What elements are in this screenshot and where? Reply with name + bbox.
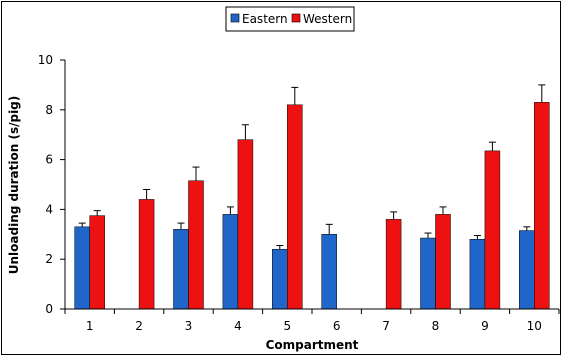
x-tick-label: 1 — [86, 319, 94, 333]
x-tick-label: 10 — [527, 319, 542, 333]
bar-western-2 — [138, 199, 155, 310]
bar-western-5 — [287, 104, 303, 310]
bar-western-9 — [484, 150, 501, 310]
bar-eastern-9 — [469, 239, 486, 310]
legend-label-western: Western — [303, 12, 352, 26]
x-axis-ticks: 1 2 3 4 5 6 7 8 9 10 — [64, 309, 560, 333]
bar-western-4 — [237, 139, 254, 310]
x-tick-label: 2 — [135, 319, 143, 333]
y-tick-label: 6 — [45, 153, 53, 167]
x-axis-title: Compartment — [266, 338, 359, 352]
bar-western-10 — [534, 102, 550, 310]
bar-eastern-4 — [222, 214, 239, 310]
bars — [74, 102, 550, 310]
y-tick-label: 0 — [45, 302, 53, 316]
bar-western-7 — [385, 219, 402, 310]
x-tick-label: 7 — [382, 319, 390, 333]
y-tick-label: 8 — [45, 103, 53, 117]
x-tick-label: 8 — [432, 319, 440, 333]
bar-western-8 — [435, 214, 451, 310]
bar-eastern-8 — [420, 237, 436, 310]
bar-eastern-1 — [74, 226, 90, 310]
y-tick-label: 2 — [45, 252, 53, 266]
bar-eastern-5 — [272, 248, 288, 310]
y-axis-ticks: 0 2 4 6 8 10 — [38, 53, 65, 316]
bar-western-3 — [188, 180, 204, 310]
legend-swatch-western — [291, 13, 301, 23]
x-tick-label: 6 — [333, 319, 341, 333]
x-tick-label: 5 — [283, 319, 291, 333]
x-tick-label: 4 — [234, 319, 242, 333]
legend-swatch-eastern — [230, 13, 240, 23]
x-tick-label: 3 — [185, 319, 193, 333]
bar-western-1 — [89, 215, 105, 310]
error-bars — [78, 84, 546, 250]
x-tick-label: 9 — [481, 319, 489, 333]
bar-eastern-10 — [519, 230, 535, 310]
legend-label-eastern: Eastern — [242, 12, 288, 26]
y-axis-title: Unloading duration (s/pig) — [7, 96, 21, 275]
bar-eastern-6 — [321, 234, 337, 310]
legend: Eastern Western — [225, 6, 355, 32]
bar-eastern-3 — [173, 229, 189, 310]
legend-box — [225, 6, 355, 32]
y-tick-label: 4 — [45, 202, 53, 216]
y-tick-label: 10 — [38, 53, 53, 67]
